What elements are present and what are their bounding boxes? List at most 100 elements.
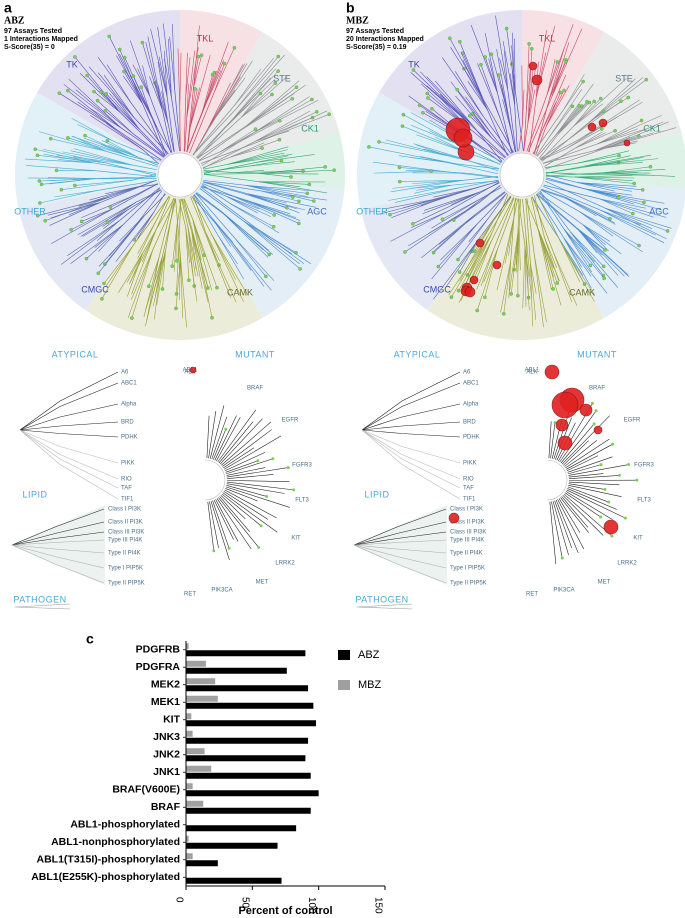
tree-branch [198, 255, 209, 290]
tree-branch [189, 91, 215, 154]
tree-branch [223, 213, 269, 251]
kinase-tip [601, 264, 606, 269]
tree-branch [563, 237, 592, 289]
tree-branch [221, 493, 262, 527]
tree-branch [540, 236, 554, 290]
kinase-tip [648, 165, 653, 169]
tree-branch [458, 233, 493, 291]
kinase-group-sector [379, 10, 522, 175]
tree-branch [536, 193, 564, 247]
tree-branch [185, 227, 190, 281]
kinase-tip [639, 118, 644, 123]
tree-branch [259, 173, 292, 178]
tree-branch [507, 113, 516, 153]
tree-branch [219, 418, 263, 465]
tree-branch [255, 155, 289, 163]
tree-branch [514, 38, 516, 91]
tree-branch [540, 236, 558, 284]
tree-branch [209, 243, 237, 303]
tree-branch [564, 196, 611, 220]
tree-branch [131, 249, 154, 319]
panel-stat: 97 Assays Tested [346, 28, 404, 35]
atypical-label: TAF [121, 486, 132, 492]
tree-branch [582, 224, 622, 255]
tree-branch [183, 198, 193, 219]
tree-branch [196, 116, 242, 159]
kinase-tip [530, 46, 534, 51]
kinase-tip [377, 140, 381, 144]
kinase-tip [139, 85, 143, 89]
tree-branch [101, 245, 134, 299]
tree-branch [142, 198, 175, 253]
tree-branch [234, 237, 267, 277]
kinase-tip [665, 229, 670, 233]
kinase-tip [35, 153, 40, 158]
y-tick-label: BRAF(V600E) [112, 784, 180, 796]
tree-branch [137, 68, 150, 97]
mutant-label: PIK3CA [553, 588, 574, 594]
tree-branch [578, 99, 640, 141]
tree-branch [72, 156, 133, 166]
tree-branch [198, 128, 244, 161]
tree-branch [206, 415, 210, 459]
tree-branch [465, 233, 493, 285]
tree-branch [258, 181, 328, 194]
group-label: TKL [539, 33, 556, 43]
kinase-tip [483, 295, 487, 300]
x-tick-label: 100 [306, 897, 317, 914]
tree-branch [56, 170, 98, 172]
tree-branch [378, 197, 444, 215]
tree-branch [105, 245, 134, 288]
binding-hit [492, 260, 502, 270]
tree-branch [119, 111, 165, 157]
tree-branch [195, 192, 225, 215]
tree-branch [560, 497, 589, 533]
tree-branch [243, 98, 293, 129]
tree-branch [75, 89, 121, 128]
tree-branch [241, 82, 276, 118]
tree-branch [136, 184, 158, 188]
kinase-tip [594, 409, 598, 413]
tree-branch [565, 198, 597, 216]
atypical-label: TIF1 [463, 497, 476, 503]
tree-branch [469, 115, 492, 139]
tree-branch [243, 221, 300, 265]
kinase-tip [456, 288, 461, 293]
tree-branch [579, 211, 614, 237]
tree-branch [353, 544, 447, 569]
bar [186, 720, 317, 727]
tree-branch [507, 89, 517, 152]
group-label: CK1 [643, 123, 661, 133]
tree-branch [472, 241, 492, 281]
tree-branch [202, 183, 231, 196]
mutant-label: KIT [291, 536, 301, 542]
tree-branch [541, 188, 565, 198]
tree-branch [606, 135, 639, 149]
lipid-label: Type I PIP5K [108, 566, 143, 572]
tree-branch [74, 180, 132, 186]
kinase-tip [426, 96, 430, 100]
tree-branch [491, 54, 509, 114]
tree-branch [604, 207, 653, 229]
tree-branch [567, 456, 613, 473]
tree-branch [438, 223, 466, 245]
tree-branch [603, 166, 651, 174]
y-tick-label: KIT [163, 714, 181, 726]
tree-branch [604, 207, 667, 240]
tree-branch [482, 99, 514, 153]
kinase-tip [509, 292, 513, 296]
kinase-tip [600, 127, 604, 131]
tree-branch [119, 215, 145, 242]
tree-branch [570, 231, 604, 267]
tree-branch [455, 71, 484, 116]
tree-center [499, 152, 545, 198]
bar [186, 748, 205, 755]
tree-branch [122, 75, 143, 104]
kinase-tip [222, 61, 227, 66]
tree-branch [562, 245, 596, 296]
bar [186, 755, 306, 762]
tree-branch [423, 191, 480, 211]
tree-branch [544, 162, 577, 168]
tree-branch [540, 139, 579, 160]
